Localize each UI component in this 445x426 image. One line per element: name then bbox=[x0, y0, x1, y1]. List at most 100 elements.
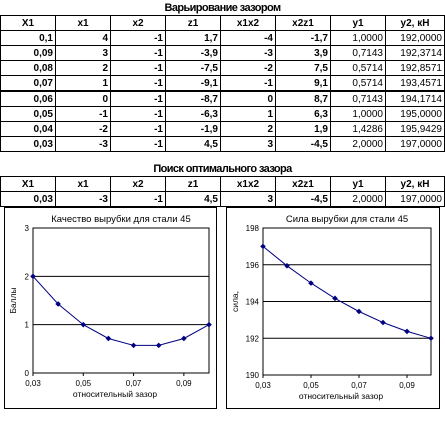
table-cell[interactable]: 193,4571 bbox=[385, 75, 445, 92]
column-header[interactable]: y1 bbox=[330, 176, 386, 192]
column-header[interactable]: x1 bbox=[55, 176, 111, 192]
table-cell[interactable]: 195,0000 bbox=[385, 106, 445, 122]
table-cell[interactable]: 2,0000 bbox=[330, 191, 386, 207]
table-cell[interactable]: -9,1 bbox=[165, 75, 221, 92]
table-cell[interactable]: -1 bbox=[55, 106, 111, 122]
column-header[interactable]: x1 bbox=[55, 15, 111, 31]
table-cell[interactable]: 3 bbox=[220, 136, 276, 152]
chart-force[interactable]: Сила вырубки для стали 45 190 192 194 196 198… bbox=[226, 207, 440, 409]
table-cell[interactable]: 7,5 bbox=[275, 60, 331, 76]
table-cell[interactable]: -1 bbox=[110, 90, 166, 107]
table-cell[interactable]: -6,3 bbox=[165, 106, 221, 122]
table-cell[interactable]: 0,5714 bbox=[330, 75, 386, 92]
column-header[interactable]: x2z1 bbox=[275, 15, 331, 31]
column-header[interactable]: X1 bbox=[0, 176, 56, 192]
table-cell[interactable]: 4,5 bbox=[165, 136, 221, 152]
x-tick-label: 0,05 bbox=[75, 379, 91, 388]
table-cell[interactable]: 6,3 bbox=[275, 106, 331, 122]
table-cell[interactable]: 1,4286 bbox=[330, 121, 386, 137]
table-cell[interactable]: 0,04 bbox=[0, 121, 56, 137]
table-cell[interactable]: -1 bbox=[110, 106, 166, 122]
table-cell[interactable]: -1 bbox=[110, 191, 166, 207]
table-cell[interactable]: 9,1 bbox=[275, 75, 331, 92]
table-row: 0,03 -3 -1 4,5 3 -4,5 2,0000 197,0000 bbox=[0, 191, 445, 207]
table-cell[interactable]: -4,5 bbox=[275, 136, 331, 152]
table-cell[interactable]: 3,9 bbox=[275, 45, 331, 61]
table-cell[interactable]: 1,9 bbox=[275, 121, 331, 137]
table-cell[interactable]: 1 bbox=[220, 106, 276, 122]
table-cell[interactable]: 195,9429 bbox=[385, 121, 445, 137]
table-cell[interactable]: 4 bbox=[55, 30, 111, 46]
table-cell[interactable]: 197,0000 bbox=[385, 191, 445, 207]
table-cell[interactable]: -3 bbox=[55, 136, 111, 152]
table-cell[interactable]: 0,03 bbox=[0, 136, 56, 152]
table-cell[interactable]: 3 bbox=[220, 191, 276, 207]
chart-quality[interactable]: Качество вырубки для стали 45 0 1 2 3 0,03 0,0… bbox=[4, 207, 217, 409]
column-header[interactable]: x1x2 bbox=[220, 15, 276, 31]
table-cell[interactable]: -1 bbox=[110, 75, 166, 92]
column-header[interactable]: x1x2 bbox=[220, 176, 276, 192]
x-axis-label: относительный зазор bbox=[73, 389, 157, 399]
column-header[interactable]: X1 bbox=[0, 15, 56, 31]
column-header[interactable]: z1 bbox=[165, 176, 221, 192]
y-tick-label: 190 bbox=[246, 371, 260, 380]
column-header[interactable]: x2z1 bbox=[275, 176, 331, 192]
table-cell[interactable]: -1 bbox=[110, 60, 166, 76]
table-cell[interactable]: -2 bbox=[220, 60, 276, 76]
table-cell[interactable]: 197,0000 bbox=[385, 136, 445, 152]
column-header[interactable]: y1 bbox=[330, 15, 386, 31]
table-cell[interactable]: 192,8571 bbox=[385, 60, 445, 76]
column-header[interactable]: x2 bbox=[110, 176, 166, 192]
table-cell[interactable]: 2 bbox=[55, 60, 111, 76]
table-cell[interactable]: 1 bbox=[55, 75, 111, 92]
table-cell[interactable]: 0,03 bbox=[0, 191, 56, 207]
table-cell[interactable]: -1 bbox=[110, 30, 166, 46]
table-cell[interactable]: 8,7 bbox=[275, 90, 331, 107]
table-cell[interactable]: -7,5 bbox=[165, 60, 221, 76]
table-cell[interactable]: -1,7 bbox=[275, 30, 331, 46]
table-cell[interactable]: 0,7143 bbox=[330, 45, 386, 61]
table-cell[interactable]: 0,1 bbox=[0, 30, 56, 46]
table-cell[interactable]: -3 bbox=[220, 45, 276, 61]
table-cell[interactable]: -3,9 bbox=[165, 45, 221, 61]
table-cell[interactable]: 0,5714 bbox=[330, 60, 386, 76]
table-cell[interactable]: 0,07 bbox=[0, 75, 56, 92]
table-cell[interactable]: 4,5 bbox=[165, 191, 221, 207]
data-point bbox=[206, 321, 212, 328]
table-cell[interactable]: -4,5 bbox=[275, 191, 331, 207]
table-cell[interactable]: 1,0000 bbox=[330, 106, 386, 122]
table-cell[interactable]: -8,7 bbox=[165, 90, 221, 107]
table-cell[interactable]: 0,06 bbox=[0, 90, 56, 107]
table-cell[interactable]: -1 bbox=[110, 121, 166, 137]
table-cell[interactable]: 2,0000 bbox=[330, 136, 386, 152]
table-cell[interactable]: 192,3714 bbox=[385, 45, 445, 61]
column-header[interactable]: y2, кН bbox=[385, 176, 445, 192]
column-header[interactable]: x2 bbox=[110, 15, 166, 31]
x-tick-label: 0,09 bbox=[176, 379, 192, 388]
table-cell[interactable]: -1 bbox=[110, 136, 166, 152]
table-cell[interactable]: -4 bbox=[220, 30, 276, 46]
table-row: 0,09 3 -1 -3,9 -3 3,9 0,7143 192,3714 bbox=[0, 45, 445, 61]
table-cell[interactable]: 1,0000 bbox=[330, 30, 386, 46]
x-tick-label: 0,05 bbox=[303, 381, 319, 390]
y-tick-label: 196 bbox=[246, 261, 260, 270]
table-cell[interactable]: -3 bbox=[55, 191, 111, 207]
table-row: 0,03 -3 -1 4,5 3 -4,5 2,0000 197,0000 bbox=[0, 136, 445, 152]
table-cell[interactable]: 0,08 bbox=[0, 60, 56, 76]
table-cell[interactable]: 0,09 bbox=[0, 45, 56, 61]
table-cell[interactable]: 0 bbox=[220, 90, 276, 107]
table-cell[interactable]: -1 bbox=[220, 75, 276, 92]
column-header[interactable]: y2, кН bbox=[385, 15, 445, 31]
table-cell[interactable]: 0,7143 bbox=[330, 90, 386, 107]
table-cell[interactable]: 3 bbox=[55, 45, 111, 61]
table-cell[interactable]: 2 bbox=[220, 121, 276, 137]
column-header[interactable]: z1 bbox=[165, 15, 221, 31]
table-cell[interactable]: 194,1714 bbox=[385, 90, 445, 107]
table-cell[interactable]: -2 bbox=[55, 121, 111, 137]
table-cell[interactable]: -1 bbox=[110, 45, 166, 61]
table-cell[interactable]: 1,7 bbox=[165, 30, 221, 46]
table-cell[interactable]: 192,0000 bbox=[385, 30, 445, 46]
table-cell[interactable]: -1,9 bbox=[165, 121, 221, 137]
table-cell[interactable]: 0 bbox=[55, 90, 111, 107]
table-cell[interactable]: 0,05 bbox=[0, 106, 56, 122]
